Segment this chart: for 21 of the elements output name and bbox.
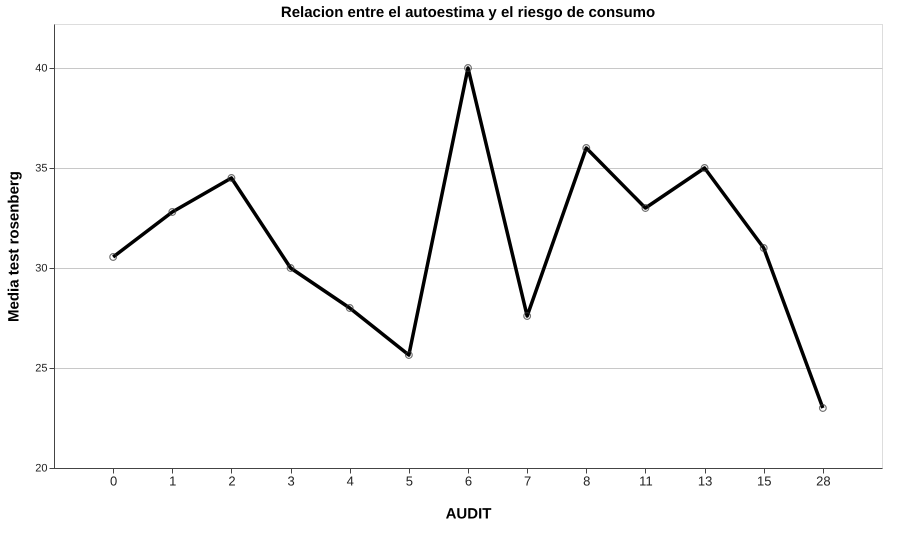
x-tick-label: 11 bbox=[639, 474, 653, 488]
y-tick-label: 20 bbox=[35, 462, 48, 474]
x-tick-label: 6 bbox=[464, 474, 472, 488]
x-tick-label: 15 bbox=[756, 474, 772, 488]
y-tick-label: 30 bbox=[35, 262, 48, 274]
x-tick-label: 1 bbox=[169, 474, 176, 488]
x-tick-label: 28 bbox=[816, 474, 831, 488]
x-tick-label: 5 bbox=[406, 474, 413, 488]
x-tick-label: 0 bbox=[110, 474, 118, 488]
x-tick-label: 2 bbox=[228, 474, 236, 488]
x-tick-label: 4 bbox=[346, 474, 354, 488]
x-tick-label: 13 bbox=[698, 474, 712, 488]
chart-title: Relacion entre el autoestima y el riesgo de consumo bbox=[280, 4, 656, 21]
x-tick-label: 7 bbox=[524, 474, 532, 488]
y-tick-label: 35 bbox=[35, 162, 48, 174]
x-tick-label: 3 bbox=[287, 474, 295, 488]
y-tick-label: 25 bbox=[35, 362, 48, 374]
y-tick-label: 40 bbox=[35, 62, 48, 74]
x-tick-label: 8 bbox=[583, 474, 590, 488]
x-axis-title: AUDIT bbox=[446, 506, 492, 522]
y-axis-title: Media test rosenberg bbox=[5, 171, 22, 322]
